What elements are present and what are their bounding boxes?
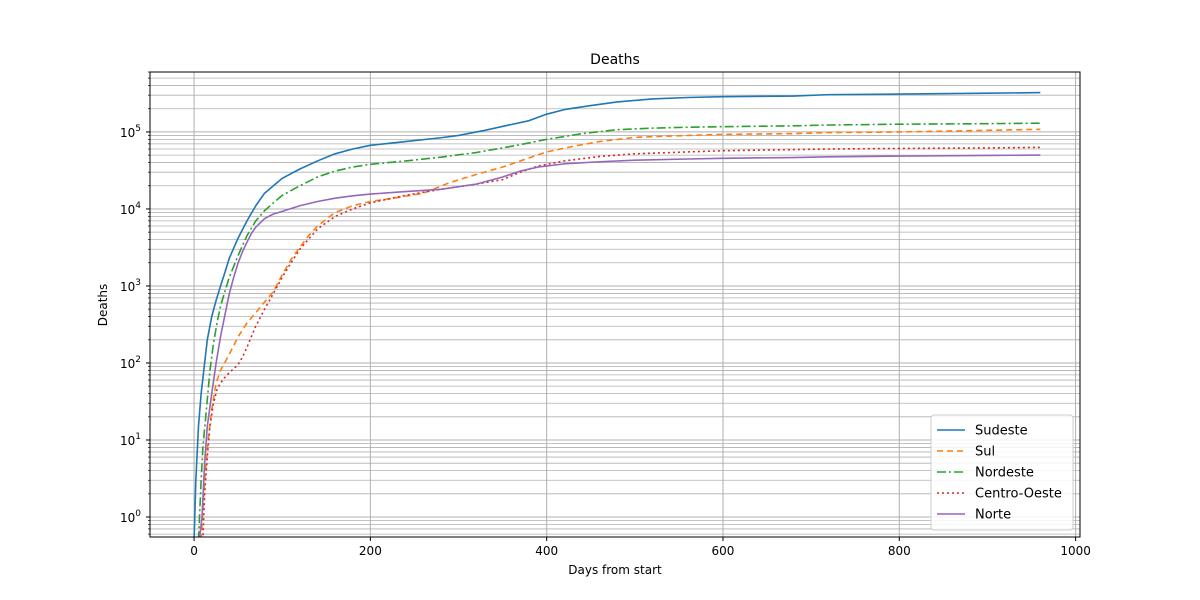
y-axis: 100 101 102 103 104 105: [120, 71, 150, 535]
x-tick-label: 0: [190, 544, 198, 558]
chart-title: Deaths: [590, 52, 640, 68]
legend-label: Sudeste: [975, 424, 1028, 439]
series-line-sudeste: [193, 91, 1041, 537]
legend: Sudeste Sul Nordeste Centro-Oeste Norte: [930, 414, 1074, 531]
legend-label: Centro-Oeste: [975, 487, 1062, 502]
y-tick-label: 104: [120, 201, 141, 217]
x-tick-label: 600: [712, 544, 735, 558]
legend-label: Nordeste: [975, 466, 1034, 481]
series-line-centro-oeste: [202, 146, 1041, 537]
x-tick-label: 800: [888, 544, 911, 558]
y-tick-label: 102: [120, 355, 141, 371]
y-tick-label: 103: [120, 278, 141, 294]
series-layer: [193, 91, 1041, 537]
series-line-sul: [200, 128, 1041, 537]
series-line-nordeste: [197, 122, 1041, 537]
x-axis: 0 200 400 600 800 1000: [190, 537, 1091, 558]
legend-box: [930, 414, 1074, 531]
legend-label: Sul: [975, 445, 995, 460]
series-line-norte: [198, 154, 1041, 537]
y-tick-label: 101: [120, 432, 141, 448]
y-tick-label: 105: [120, 124, 141, 140]
plot-frame: [149, 71, 1081, 538]
legend-label: Norte: [975, 508, 1011, 523]
x-tick-label: 200: [359, 544, 382, 558]
x-tick-label: 400: [535, 544, 558, 558]
x-axis-label: Days from start: [568, 563, 662, 577]
y-tick-label: 100: [120, 509, 141, 525]
grid: [150, 71, 1080, 537]
y-axis-label: Deaths: [96, 284, 110, 327]
x-tick-label: 1000: [1060, 544, 1091, 558]
